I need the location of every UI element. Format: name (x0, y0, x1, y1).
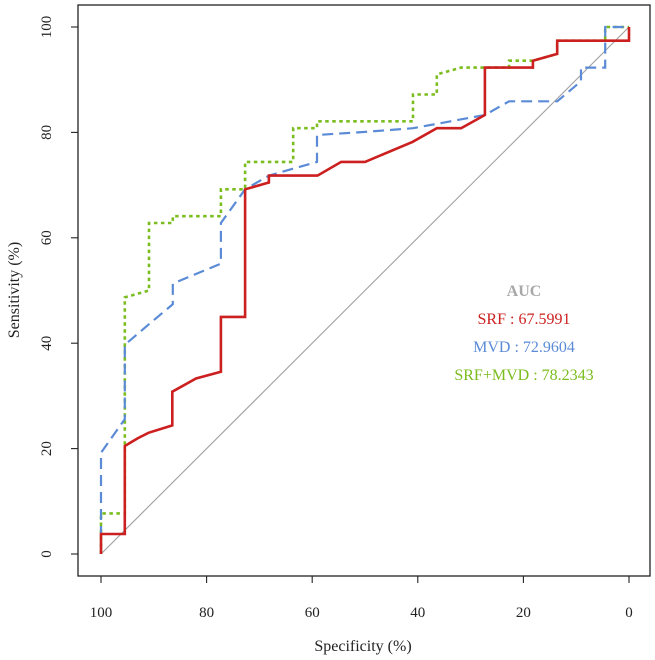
y-tick-label: 0 (39, 550, 55, 558)
plot-area (99, 25, 631, 555)
x-tick-label: 60 (305, 605, 320, 621)
series-line-mvd (99, 25, 629, 554)
y-tick-label: 60 (39, 230, 55, 245)
series-line-srf-mvd (99, 25, 629, 554)
x-axis-title: Specificity (%) (314, 638, 411, 655)
x-tick-label: 40 (410, 605, 425, 621)
legend: AUC SRF : 67.5991 MVD : 72.9604 SRF+MVD : 7… (454, 283, 593, 384)
y-tick-label: 40 (39, 336, 55, 351)
series-line-srf (99, 27, 631, 554)
reference-diagonal (100, 26, 630, 555)
x-tick-label: 100 (90, 605, 113, 621)
y-axis-title: Sensitivity (%) (6, 242, 23, 338)
axes: 100 80 60 40 20 0 0 20 40 60 80 100 (39, 4, 651, 621)
x-tick-label: 80 (199, 605, 214, 621)
x-tick-label: 20 (516, 605, 531, 621)
y-tick-label: 20 (39, 441, 55, 456)
plot-frame (77, 4, 651, 577)
legend-entry: SRF+MVD : 78.2343 (454, 367, 593, 384)
y-tick-label: 80 (39, 125, 55, 140)
legend-title: AUC (507, 283, 542, 300)
legend-entry: MVD : 72.9604 (473, 339, 575, 356)
y-tick-label: 100 (39, 16, 55, 39)
x-tick-label: 0 (625, 605, 633, 621)
legend-entry: SRF : 67.5991 (478, 311, 571, 328)
